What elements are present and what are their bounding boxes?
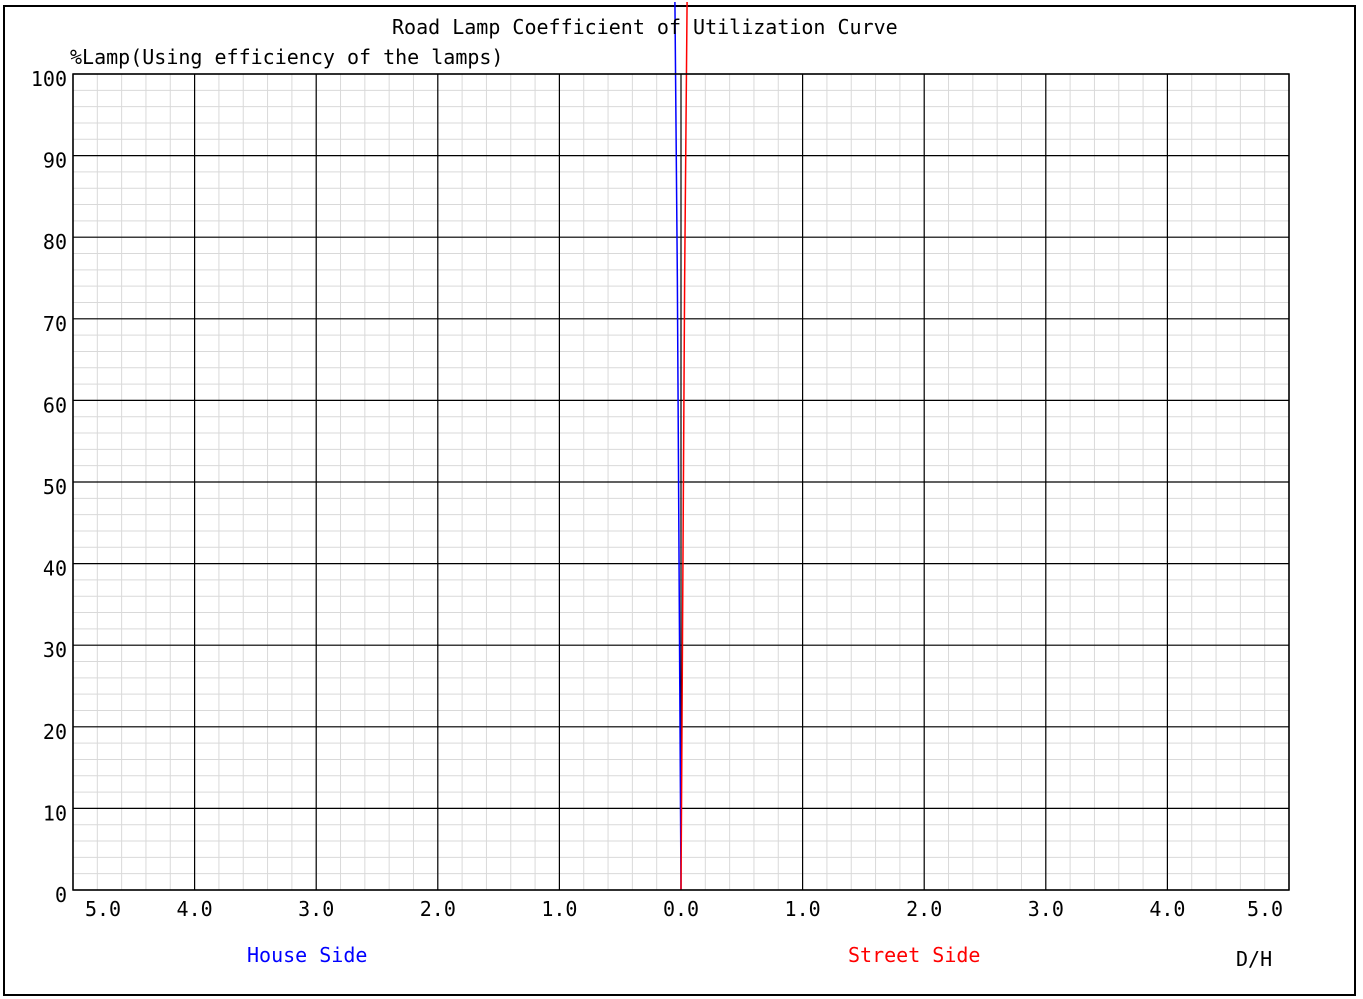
y-tick-label: 70 (43, 312, 67, 336)
x-tick-label: 4.0 (1149, 897, 1185, 921)
y-tick-label: 100 (31, 67, 67, 91)
house-side-curve (674, 1, 682, 891)
chart-title: Road Lamp Coefficient of Utilization Cur… (392, 15, 898, 39)
street-side-curve (680, 1, 688, 891)
y-tick-label: 10 (43, 801, 67, 825)
chart-frame (3, 5, 1356, 996)
x-tick-label: 2.0 (906, 897, 942, 921)
y-tick-label: 80 (43, 230, 67, 254)
x-tick-label: 2.0 (420, 897, 456, 921)
y-tick-label: 40 (43, 557, 67, 581)
house-side-label: House Side (247, 943, 367, 967)
major-grid (72, 73, 1290, 891)
x-tick-label: 3.0 (1028, 897, 1064, 921)
x-tick-label: 3.0 (298, 897, 334, 921)
x-tick-label: 4.0 (177, 897, 213, 921)
y-axis-ticks: 0 10 20 30 40 50 60 70 80 90 100 (31, 67, 67, 907)
street-side-label: Street Side (848, 943, 980, 967)
y-tick-label: 50 (43, 475, 67, 499)
y-axis-label: %Lamp(Using efficiency of the lamps) (70, 45, 503, 69)
x-tick-label: 1.0 (785, 897, 821, 921)
y-tick-label: 30 (43, 638, 67, 662)
y-tick-label: 60 (43, 393, 67, 417)
curve-series (674, 1, 688, 891)
x-tick-label: 1.0 (541, 897, 577, 921)
plot-border (72, 73, 1290, 891)
y-tick-label: 90 (43, 149, 67, 173)
x-tick-label: 5.0 (1247, 897, 1283, 921)
x-axis-label: D/H (1236, 947, 1272, 971)
y-tick-label: 20 (43, 720, 67, 744)
x-tick-label: 5.0 (85, 897, 121, 921)
x-axis-ticks: 5.0 4.0 3.0 2.0 1.0 0.0 1.0 2.0 3.0 4.0 5.0 (85, 897, 1283, 921)
y-tick-label: 0 (55, 883, 67, 907)
x-tick-label: 0.0 (663, 897, 699, 921)
